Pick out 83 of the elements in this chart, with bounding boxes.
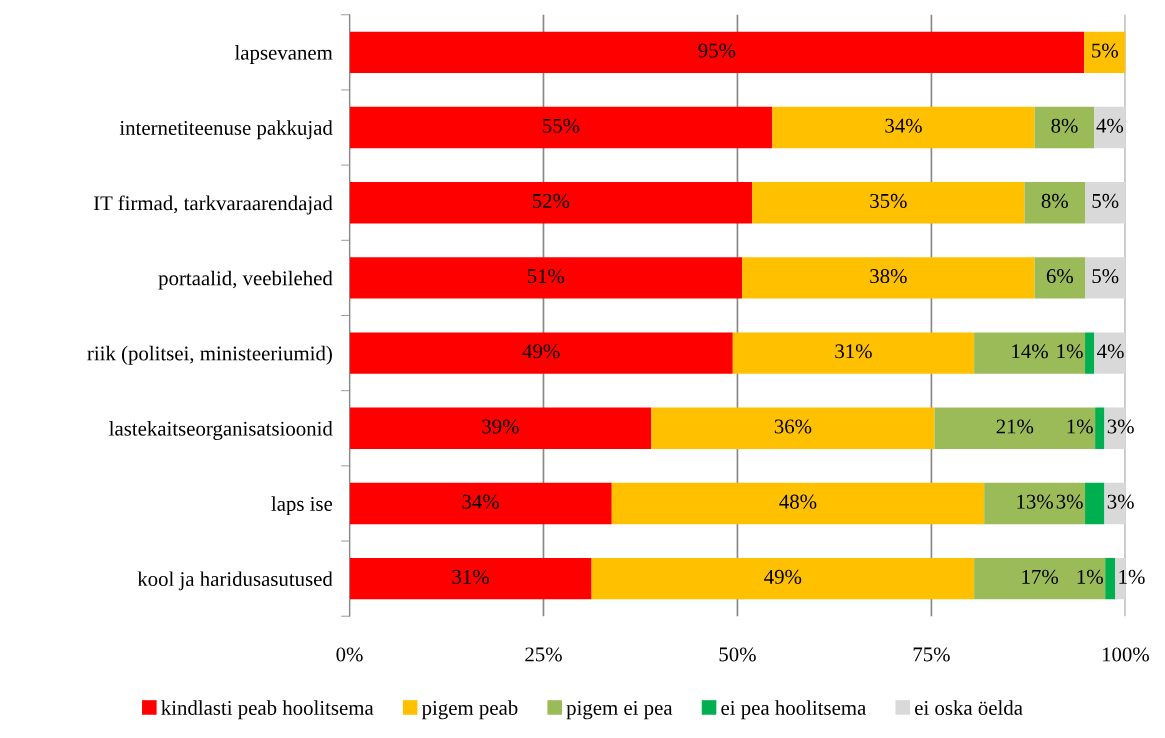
- y-tick-label: portaalid, veebilehed: [158, 270, 333, 290]
- bar: [349, 31, 1085, 74]
- legend-label: ei pea hoolitsema: [721, 700, 866, 720]
- bar: [651, 407, 935, 449]
- bar: [1085, 482, 1105, 525]
- data-label: 35%: [870, 193, 907, 208]
- x-tick-label: 0%: [336, 647, 363, 662]
- y-tick-label: riik (politsei, ministeeriumid): [87, 345, 332, 365]
- bar: [1095, 407, 1105, 449]
- bar: [974, 332, 1086, 374]
- data-label: 39%: [482, 419, 519, 434]
- data-label: 8%: [1041, 193, 1068, 208]
- bar: [349, 257, 743, 299]
- bar: [772, 106, 1035, 149]
- data-label: 95%: [698, 43, 736, 58]
- data-label: 51%: [527, 269, 565, 284]
- data-label: 5%: [1092, 43, 1118, 58]
- data-label: 1%: [1077, 569, 1103, 584]
- bar: [1085, 332, 1095, 374]
- y-tick-label: IT firmad, tarkvaraarendajad: [93, 195, 333, 215]
- data-label: 4%: [1097, 344, 1124, 359]
- bar: [1034, 257, 1086, 299]
- bar: [349, 557, 592, 600]
- y-tick-label: lastekaitseorganisatsioonid: [109, 421, 333, 440]
- data-label: 14%: [1012, 344, 1048, 359]
- data-label: 21%: [996, 419, 1034, 434]
- bar: [1105, 557, 1116, 600]
- data-label: 1%: [1119, 569, 1145, 584]
- bar: [984, 482, 1086, 525]
- data-label: 5%: [1092, 193, 1119, 208]
- data-label: 8%: [1051, 118, 1078, 133]
- bar: [1024, 182, 1086, 224]
- data-label: 49%: [522, 344, 560, 359]
- x-tick-label: 75%: [913, 647, 950, 662]
- data-label: 55%: [543, 118, 580, 133]
- legend-label: pigem ei pea: [566, 700, 673, 720]
- bar: [349, 182, 753, 224]
- data-label: 48%: [779, 494, 817, 509]
- legend-label: ei oska öelda: [915, 700, 1023, 715]
- data-label: 52%: [532, 193, 570, 208]
- x-tick-label: 100%: [1102, 647, 1149, 662]
- bar: [349, 106, 773, 149]
- data-label: 4%: [1096, 118, 1124, 133]
- bar: [1094, 106, 1126, 149]
- data-label: 5%: [1092, 269, 1119, 284]
- data-label: 1%: [1057, 344, 1083, 359]
- y-tick-label: laps ise: [271, 496, 333, 516]
- bar: [752, 182, 1025, 224]
- y-tick-label: kool ja haridusasutused: [137, 571, 333, 591]
- bar: [742, 257, 1035, 299]
- data-label: 1%: [1067, 419, 1093, 434]
- bar: [611, 482, 985, 525]
- bar: [1085, 257, 1126, 299]
- data-label: 3%: [1056, 494, 1083, 509]
- data-label: 49%: [764, 569, 802, 584]
- bar: [349, 332, 733, 374]
- bar: [1094, 332, 1126, 374]
- legend-label: pigem peab: [421, 700, 518, 720]
- y-tick-label: lapsevanem: [234, 45, 333, 65]
- data-label: 34%: [885, 118, 922, 133]
- bar: [934, 407, 1096, 449]
- data-label: 3%: [1107, 494, 1134, 509]
- legend-label: kindlasti peab hoolitsema: [161, 700, 374, 720]
- data-label: 31%: [452, 569, 489, 584]
- data-label: 6%: [1046, 269, 1073, 284]
- bar: [1085, 182, 1126, 224]
- data-label: 34%: [462, 494, 500, 509]
- data-label: 17%: [1022, 569, 1059, 584]
- bar: [591, 557, 975, 600]
- bar: [974, 557, 1106, 600]
- data-label: 38%: [870, 269, 907, 284]
- data-label: 31%: [835, 344, 872, 359]
- data-label: 36%: [774, 419, 812, 434]
- bar: [1034, 106, 1095, 149]
- bar: [732, 332, 975, 374]
- data-label: 3%: [1107, 419, 1134, 434]
- bar: [349, 482, 612, 525]
- bar: [1084, 31, 1126, 74]
- y-tick-label: internetiteenuse pakkujad: [119, 120, 333, 140]
- data-label: 13%: [1017, 494, 1053, 509]
- x-tick-label: 25%: [525, 647, 562, 662]
- x-tick-label: 50%: [719, 647, 756, 662]
- bar: [349, 407, 652, 449]
